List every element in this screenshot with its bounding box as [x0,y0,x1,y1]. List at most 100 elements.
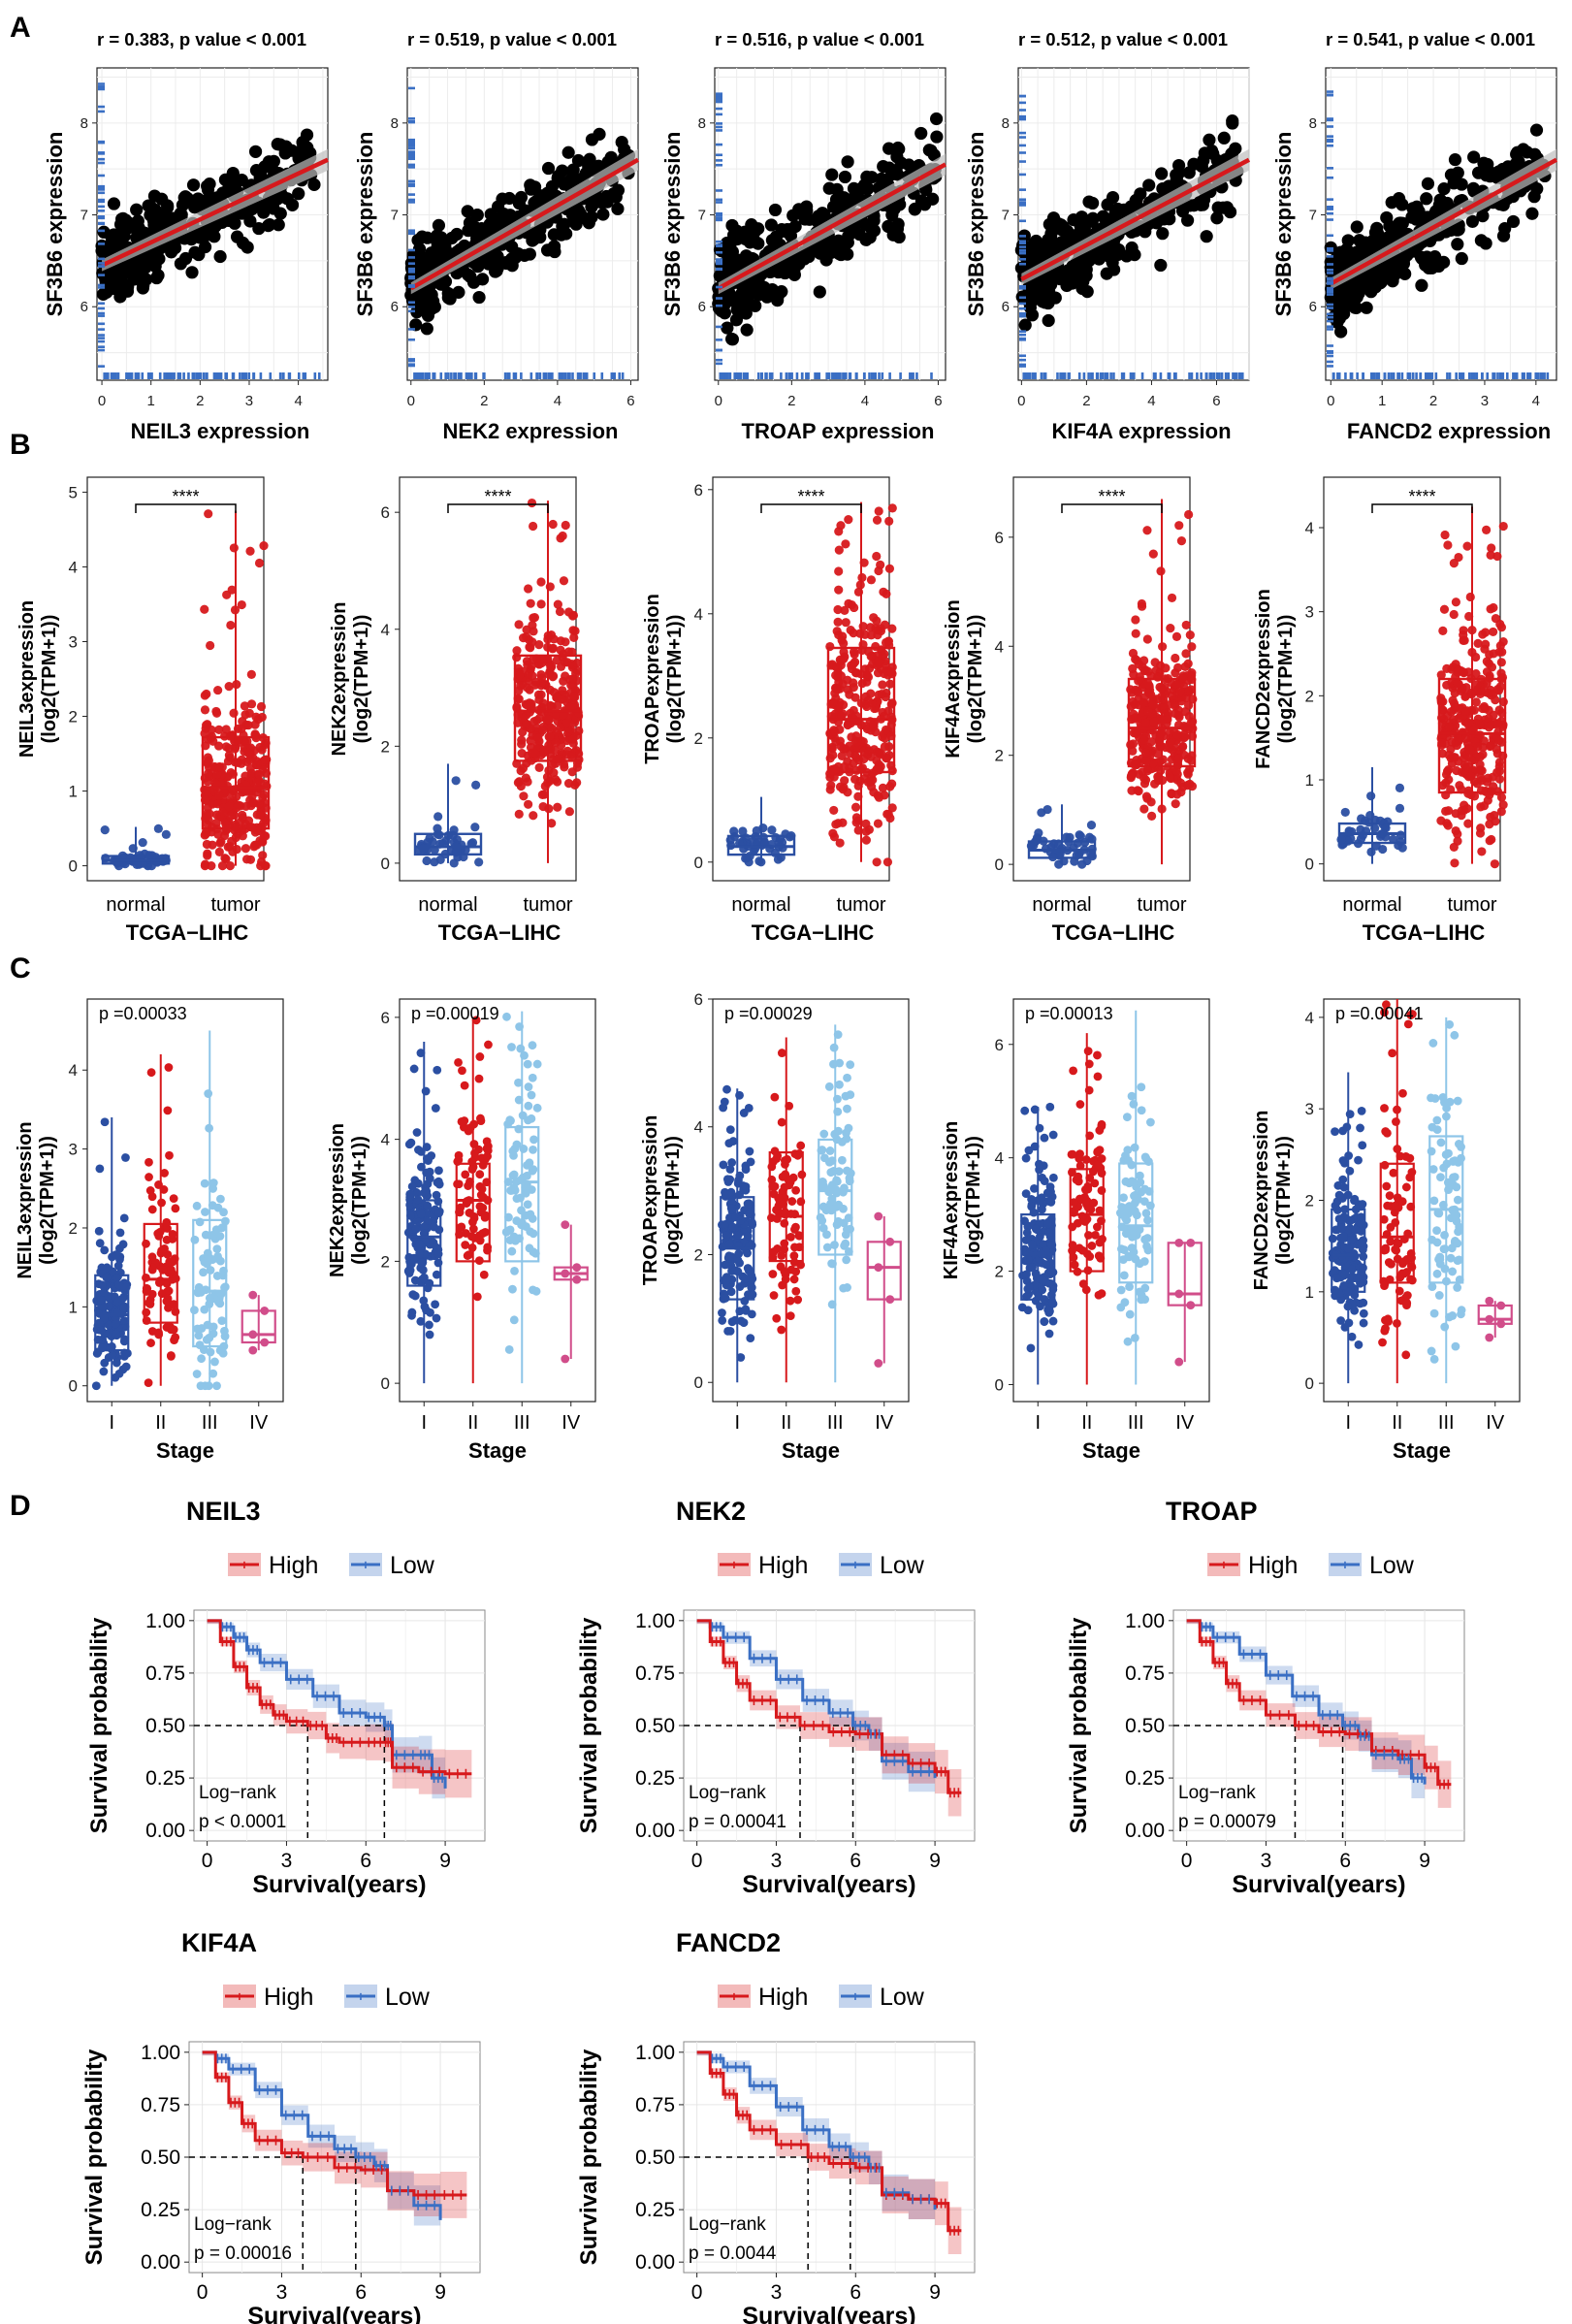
tumor-point [251,712,261,722]
scatter-point [1111,202,1125,216]
stage-ii-point [147,1192,157,1202]
normal-point [1077,859,1087,869]
stage-i-point [112,1250,120,1259]
scatter-point [596,208,610,221]
scatter-point [803,212,817,226]
stage-iii-point [204,1381,213,1391]
tumor-point [845,690,854,699]
tumor-point [1498,521,1508,532]
tumor-point [1498,697,1508,707]
scatter-point [909,202,922,215]
scatter-point [1226,114,1239,128]
tumor-point [1141,791,1152,801]
tumor-point [237,599,246,610]
normal-point [775,834,786,844]
tumor-point [1172,729,1182,740]
normal-point [738,826,748,836]
stage-i-point [408,1290,418,1300]
stage-iii-point [190,1235,200,1244]
tumor-point [874,657,883,666]
scatter-point [1529,123,1544,137]
normal-point [132,859,142,869]
stage-iii-point [193,1324,202,1334]
stage-i-point [432,1190,441,1200]
category-label-normal: normal [1032,894,1091,916]
stage-iii-point [205,1333,214,1342]
tumor-point [513,778,523,788]
normal-point [433,812,443,822]
tumor-point [825,641,835,652]
stage-ii-point [163,1106,173,1115]
scatter-point [406,248,420,263]
tumor-point [873,668,883,678]
tumor-point [844,515,853,525]
y-tick-label: 6 [1002,299,1010,315]
normal-point [1366,791,1376,801]
box-plot-tcga-2: normal tumor **** 0 2 4 6 TCGA−LIHC NEK2expressi… [329,476,584,945]
tumor-point [519,633,529,643]
tumor-point [237,724,246,734]
tumor-point [1475,828,1486,838]
tumor-point [558,686,567,695]
tumor-point [1171,668,1180,678]
stage-i-point [416,1146,426,1156]
scatter-point [725,332,739,346]
tumor-point [525,698,534,708]
tumor-point [1481,628,1491,637]
tumor-point [1139,779,1150,789]
tumor-point [839,744,849,754]
stage-i-point [94,1318,104,1328]
tumor-point [1167,593,1177,603]
scatter-point [837,191,850,205]
scatter-point [1391,260,1404,274]
x-tick-label: 6 [626,393,634,409]
scatter-point [740,323,754,337]
y-axis-label: NEIL3expression [15,1121,36,1278]
stage-ii-point [144,1173,153,1181]
y-tick-label: 7 [391,208,399,224]
stage-i-point [97,1326,107,1336]
tumor-point [851,813,861,823]
tumor-point [558,694,567,704]
scatter-point [505,240,519,254]
y-axis-label-units: (log2(TPM+1)) [965,615,986,744]
tumor-point [1446,785,1456,794]
scatter-point [484,208,497,221]
tumor-point [1452,765,1461,776]
fit-line [1330,157,1558,286]
scatter-point [1428,250,1442,264]
tumor-point [512,653,522,662]
stage-i-point [416,1316,426,1326]
scatter-point [1420,192,1433,206]
scatter-point [261,200,274,213]
significance-stars: **** [797,487,824,506]
scatter-point [470,209,484,222]
y-tick-label: 7 [80,208,88,224]
tumor-point [558,531,567,541]
stage-ii-point [148,1263,158,1273]
tumor-point [887,765,897,776]
scatter-point [523,247,536,261]
tumor-point [1441,806,1451,816]
tumor-point [260,740,270,750]
scatter-point [533,189,547,203]
tumor-point [1130,699,1139,709]
tumor-point [827,744,837,754]
scatter-point [432,218,446,232]
stage-i-point [416,1209,426,1218]
tumor-point [224,801,234,812]
tumor-point [1482,525,1492,534]
scatter-point [1217,131,1231,145]
stage-ii-point [171,1204,180,1213]
y-tick-label: 0 [381,855,390,873]
tumor-point [1466,771,1476,781]
normal-point [754,856,764,866]
scatter-point [841,155,854,169]
tumor-point [545,731,555,741]
stage-iii-point [200,1257,209,1267]
scatter-point [1101,198,1114,211]
tumor-point [867,698,877,708]
tumor-point [1451,597,1460,607]
scatter-point [600,195,614,209]
y-tick-label: 6 [381,503,390,522]
